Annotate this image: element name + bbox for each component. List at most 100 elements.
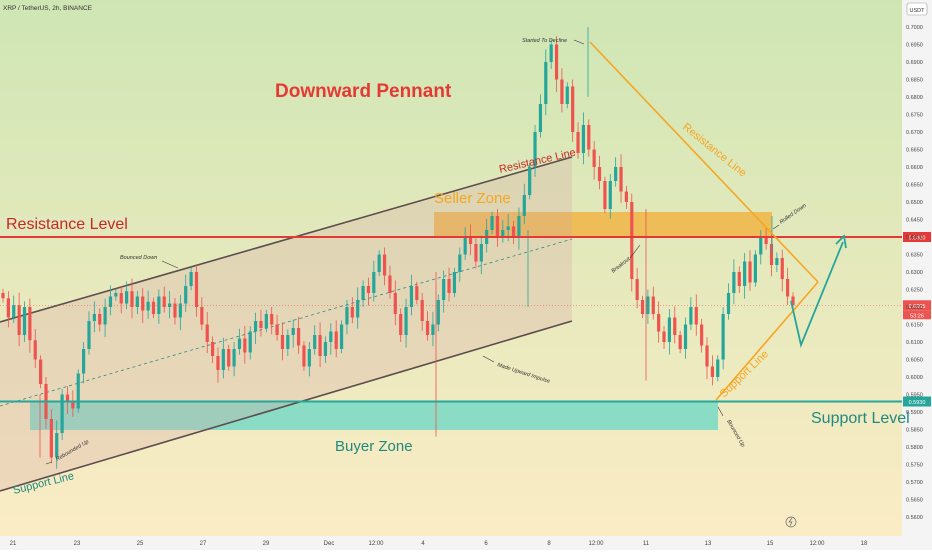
candle-body (716, 359, 720, 377)
x-tick-label: 11 (643, 541, 650, 547)
candle-body (76, 373, 80, 409)
candle-body (350, 307, 354, 318)
candle-body (393, 293, 397, 314)
symbol-title: XRP / TetherUS, 2h, BINANCE (3, 5, 93, 12)
candle-body (614, 167, 618, 181)
candle-body (404, 307, 408, 335)
x-tick-label: 15 (767, 541, 774, 547)
candle-body (415, 286, 419, 300)
channel-layer (0, 156, 573, 492)
candle-body (683, 324, 688, 349)
resistance-price-tag: 0.6400 (909, 236, 926, 242)
candle-body (538, 104, 543, 132)
countdown-box (903, 310, 931, 320)
candle-body (490, 216, 494, 230)
channel-upper-line (0, 156, 573, 323)
candle-body (635, 279, 639, 300)
y-axis-ticks: 0.7000 0.6950 0.6900 0.6850 0.6800 0.6750 0.67… (906, 25, 923, 521)
resistance-price-tag-box (903, 232, 931, 242)
candle-body (442, 279, 446, 300)
levels-layer: 0.6400 0.6205 0.5930 53:26 (0, 232, 931, 407)
candle-body (167, 303, 172, 307)
channel-lower-line (0, 320, 573, 492)
x-tick-label: 27 (200, 541, 207, 547)
x-axis-ticks: 21 23 25 27 29 Dec 12:00 4 6 8 12:00 11 13 15 12:00 18 (10, 541, 868, 547)
candle-body (361, 286, 365, 300)
candle-body (243, 338, 247, 353)
candle-body (200, 307, 204, 325)
candle-body (549, 44, 553, 62)
candle-body (673, 317, 677, 335)
pattern-title: Downward Pennant (275, 81, 452, 102)
candle-body (624, 191, 629, 202)
y-tick-label: 0.6750 (906, 113, 923, 119)
support-level-label: Support Level (811, 410, 910, 427)
candle-body (759, 237, 763, 255)
arrow-bounced-up (717, 406, 724, 417)
pennant-layer (589, 41, 847, 401)
candle-body (323, 342, 328, 356)
arrow-bounced-down (161, 260, 179, 269)
candle-body (581, 125, 586, 153)
x-tick-label: 21 (10, 541, 17, 547)
candle-body (237, 338, 242, 349)
y-tick-label: 0.5850 (906, 428, 923, 434)
candle-body (33, 340, 37, 360)
arrow-rolled-down (772, 224, 780, 230)
candle-body (689, 307, 693, 325)
pennant-upper-line (589, 41, 819, 283)
events-icon[interactable] (785, 516, 797, 528)
x-tick-label: 8 (547, 541, 551, 547)
candle-body (743, 261, 747, 286)
current-price-tag: 0.6205 (909, 304, 926, 310)
y-tick-label: 0.6600 (906, 165, 923, 171)
candle-body (87, 321, 91, 349)
candle-body (705, 345, 709, 367)
y-tick-label: 0.6000 (906, 375, 923, 381)
channel-fill (0, 157, 572, 491)
currency-badge-box[interactable] (906, 2, 928, 16)
candle-body (157, 296, 161, 314)
candle-body (409, 286, 414, 307)
y-tick-label: 0.6300 (906, 270, 923, 276)
candle-body (162, 296, 166, 307)
candle-body (28, 307, 32, 341)
currency-badge[interactable]: USDT (910, 8, 926, 14)
lightning-icon (788, 517, 793, 527)
candle-body (232, 349, 236, 367)
y-tick-label: 0.5600 (906, 515, 923, 521)
candle-body (130, 291, 134, 307)
candle-body (753, 254, 757, 283)
candle-body (431, 324, 435, 335)
note-started-to-decline: Started To Decline (522, 38, 567, 44)
candle-body (737, 272, 741, 286)
candle-body (49, 419, 53, 458)
candle-body (345, 307, 349, 325)
candle-body (17, 305, 21, 335)
candle-body (565, 86, 569, 104)
y-tick-label: 0.6500 (906, 200, 923, 206)
candle-body (619, 167, 623, 192)
candle-body (313, 335, 317, 349)
seller-zone-label: Seller Zone (434, 190, 511, 207)
candle-body (307, 349, 311, 367)
projection-arrowhead (835, 234, 847, 249)
candle-body (388, 275, 392, 293)
y-tick-label: 0.6350 (906, 253, 923, 259)
candle-body (382, 254, 387, 276)
candle-body (275, 324, 279, 335)
candle-body (592, 149, 596, 167)
candle-body (544, 62, 548, 104)
candle-body (135, 296, 139, 307)
y-tick-label: 0.6950 (906, 43, 923, 49)
candle-body (334, 331, 338, 349)
candle-body (296, 328, 301, 346)
candle-body (479, 244, 483, 262)
candle-body (425, 321, 430, 335)
candle-body (780, 258, 784, 279)
candle-body (253, 321, 258, 332)
zones-layer (30, 212, 772, 430)
candle-body (587, 125, 591, 150)
candle-body (791, 296, 795, 306)
